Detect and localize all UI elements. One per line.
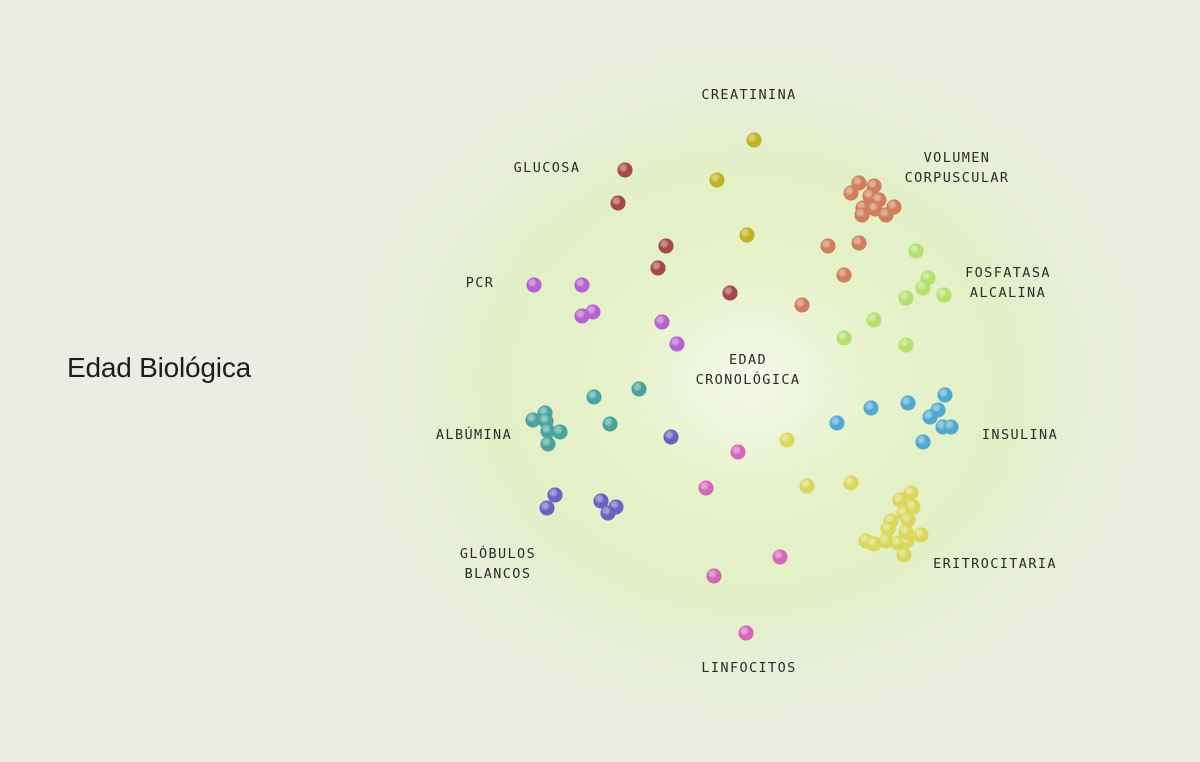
label-glucosa: GLUCOSA <box>513 160 581 176</box>
cluster-eritrocitaria <box>779 432 929 563</box>
dot-shine <box>866 536 882 552</box>
dot-shine <box>593 493 609 509</box>
dot-shine <box>540 423 556 439</box>
dot-shine <box>851 235 867 251</box>
dot-shine <box>709 172 725 188</box>
dot-shine <box>820 238 836 254</box>
dot-shine <box>574 308 590 324</box>
label-pcr: PCR <box>465 275 495 291</box>
dot-shine <box>898 290 914 306</box>
dot-shine <box>843 475 859 491</box>
label-creatinina: CREATININA <box>701 87 797 103</box>
dot-shine <box>631 381 647 397</box>
dot-shine <box>854 207 870 223</box>
label-albumina: ALBÚMINA <box>435 427 513 443</box>
label-insulina: INSULINA <box>981 427 1059 443</box>
label-eritrocitaria: ERITROCITARIA <box>933 556 1057 572</box>
dot-shine <box>900 512 916 528</box>
cluster-glucosa <box>610 162 738 301</box>
cluster-insulina <box>829 387 959 450</box>
dot-shine <box>738 625 754 641</box>
dot-shine <box>698 480 714 496</box>
dot-shine <box>896 547 912 563</box>
dot-shine <box>836 267 852 283</box>
dot-shine <box>602 416 618 432</box>
dot-shine <box>552 424 568 440</box>
dot-shine <box>706 568 722 584</box>
dot-shine <box>669 336 685 352</box>
cluster-pcr <box>526 277 685 352</box>
dot-shine <box>799 478 815 494</box>
dot-shine <box>829 415 845 431</box>
dot-shine <box>539 500 555 516</box>
dot-shine <box>898 524 914 540</box>
dot-shine <box>878 533 894 549</box>
dot-shine <box>903 485 919 501</box>
dot-shine <box>936 287 952 303</box>
label-linfocitos: LINFOCITOS <box>701 660 797 676</box>
dot-shine <box>867 201 883 217</box>
dot-shine <box>878 207 894 223</box>
cluster-globulos <box>539 429 679 521</box>
dot-shine <box>746 132 762 148</box>
dot-shine <box>851 175 867 191</box>
cluster-volumen <box>794 175 902 313</box>
dot-shine <box>922 409 938 425</box>
dot-shine <box>892 492 908 508</box>
dot-shine <box>610 195 626 211</box>
dot-shine <box>600 505 616 521</box>
cluster-fosfatasa <box>836 243 952 353</box>
label-fosfatasa-alcalina: FOSFATASA ALCALINA <box>965 265 1051 301</box>
dot-shine <box>526 277 542 293</box>
dot-shine <box>900 395 916 411</box>
dot-shine <box>525 412 541 428</box>
dot-shine <box>915 280 931 296</box>
dot-shine <box>880 521 896 537</box>
dot-shine <box>722 285 738 301</box>
dot-shine <box>943 419 959 435</box>
dot-shine <box>547 487 563 503</box>
dot-shine <box>836 330 852 346</box>
dot-shine <box>650 260 666 276</box>
dot-shine <box>898 337 914 353</box>
dot-shine <box>586 389 602 405</box>
dot-shine <box>779 432 795 448</box>
label-volumen-corpuscular: VOLUMEN CORPUSCULAR <box>904 150 1010 186</box>
page-title: Edad Biológica <box>67 352 251 383</box>
cluster-linfocitos <box>698 444 788 641</box>
dot-shine <box>915 434 931 450</box>
dot-shine <box>574 277 590 293</box>
dot-shine <box>730 444 746 460</box>
dot-shine <box>794 297 810 313</box>
label-globulos-blancos: GLÓBULOS BLANCOS <box>459 546 537 582</box>
dot-shine <box>863 400 879 416</box>
dot-shine <box>866 312 882 328</box>
dot-shine <box>540 436 556 452</box>
label-edad-cronologica: EDAD CRONOLÓGICA <box>695 352 801 388</box>
dot-shine <box>843 185 859 201</box>
dot-shine <box>739 227 755 243</box>
cluster-creatinina <box>709 132 762 243</box>
dot-shine <box>772 549 788 565</box>
dot-shine <box>658 238 674 254</box>
dot-shine <box>937 387 953 403</box>
dot-shine <box>663 429 679 445</box>
cluster-albumina <box>525 381 647 452</box>
dot-shine <box>913 527 929 543</box>
dot-shine <box>654 314 670 330</box>
dot-shine <box>617 162 633 178</box>
dot-shine <box>908 243 924 259</box>
